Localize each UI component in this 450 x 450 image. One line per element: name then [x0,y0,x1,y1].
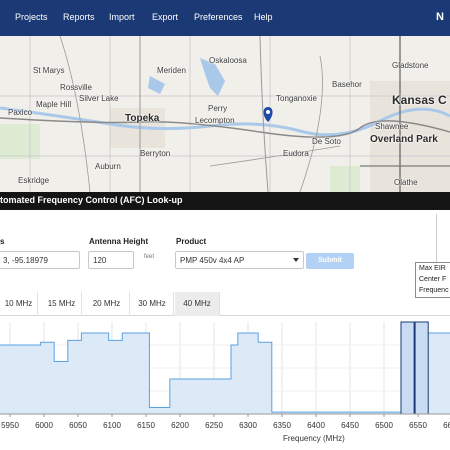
product-select[interactable]: PMP 450v 4x4 AP [175,251,304,269]
map-view[interactable]: Oskaloosa Gladstone St Marys Meriden Ros… [0,36,450,192]
chart-tick-label: 6100 [103,421,121,430]
page-title-bar: tomated Frequency Control (AFC) Look-up [0,192,450,210]
chevron-down-icon [293,258,299,262]
chart-tick-label: 6550 [409,421,427,430]
map-label-st-marys: St Marys [33,66,65,75]
map-label-shawnee: Shawnee [375,122,409,131]
map-label-silver-lake: Silver Lake [79,94,119,103]
location-pin-icon [263,107,273,122]
bandwidth-tabs: 10 MHz 15 MHz 20 MHz 30 MHz 40 MHz [0,292,450,316]
map-label-kansas-city: Kansas C [392,93,447,107]
nav-trailing-item[interactable]: N [436,11,444,23]
antenna-unit-label: feet [144,254,155,260]
channel-info-tooltip: Max EIR Center F Frequenc [415,262,450,298]
map-label-tonganoxie: Tonganoxie [276,94,317,103]
map-label-oskaloosa: Oskaloosa [209,56,247,65]
chart-tick-label: 6000 [35,421,53,430]
chart-tick-label: 6050 [69,421,87,430]
map-roads [0,36,450,192]
antenna-height-input[interactable]: 120 [88,251,134,269]
page-title: tomated Frequency Control (AFC) Look-up [0,195,183,205]
chart-x-axis-label: Frequency (MHz) [283,434,345,443]
nav-help[interactable]: Help [254,12,273,22]
map-label-olathe: Olathe [394,178,418,187]
product-selected-value: PMP 450v 4x4 AP [180,256,245,265]
chart-tick-label: 6200 [171,421,189,430]
antenna-height-label: Antenna Height [89,237,149,246]
map-label-berryton: Berryton [140,149,171,158]
frequency-chart-svg: 5950 6000 6050 6100 6150 6200 6250 6300 6350 6400… [0,321,450,430]
frequency-chart[interactable]: 5950 6000 6050 6100 6150 6200 6250 6300 6350 6400… [0,318,450,450]
nav-preferences[interactable]: Preferences [194,12,243,22]
chart-tick-label: 6150 [137,421,155,430]
map-label-gladstone: Gladstone [392,61,429,70]
tab-30mhz[interactable]: 30 MHz [131,292,174,316]
map-label-de-soto: De Soto [312,137,341,146]
map-label-lecompton: Lecompton [195,116,235,125]
info-frequency: Frequenc [419,287,449,294]
tab-40mhz[interactable]: 40 MHz [175,292,220,316]
chart-tick-label: 6300 [239,421,257,430]
panel-divider [436,214,437,262]
chart-tick-label: 6450 [341,421,359,430]
info-max-eirp: Max EIR [419,265,446,272]
nav-export[interactable]: Export [152,12,179,22]
tab-15mhz[interactable]: 15 MHz [42,292,82,316]
chart-tick-label: 6400 [307,421,325,430]
map-label-auburn: Auburn [95,162,121,171]
map-label-eudora: Eudora [283,149,309,158]
map-label-overland-park: Overland Park [370,134,438,145]
map-label-topeka: Topeka [125,113,160,124]
map-label-eskridge: Eskridge [18,176,50,185]
map-label-paxico: Paxico [8,108,33,117]
map-label-perry: Perry [208,104,228,113]
map-label-rossville: Rossville [60,83,93,92]
chart-tick-label: 6250 [205,421,223,430]
map-label-meriden: Meriden [157,66,186,75]
tab-10mhz[interactable]: 10 MHz [0,292,38,316]
chart-tick-label: 6350 [273,421,291,430]
tab-20mhz[interactable]: 20 MHz [84,292,130,316]
chart-tick-label: 6600 [443,421,450,430]
map-label-basehor: Basehor [332,80,362,89]
nav-import[interactable]: Import [109,12,135,22]
chart-tick-label: 6500 [375,421,393,430]
chart-tick-label: 5950 [1,421,19,430]
nav-projects[interactable]: Projects [15,12,48,22]
map-label-maple-hill: Maple Hill [36,100,72,109]
chart-area-fill [0,333,450,414]
top-navigation-bar: Projects Reports Import Export Preferenc… [0,0,450,36]
chart-area-outline [0,332,450,413]
coordinates-input[interactable]: 3, -95.18979 [0,251,80,269]
nav-reports[interactable]: Reports [63,12,95,22]
product-label: Product [176,237,207,246]
submit-button[interactable]: Submit [306,253,354,269]
coordinates-label: s [0,237,5,246]
info-center-frequency: Center F [419,276,447,283]
